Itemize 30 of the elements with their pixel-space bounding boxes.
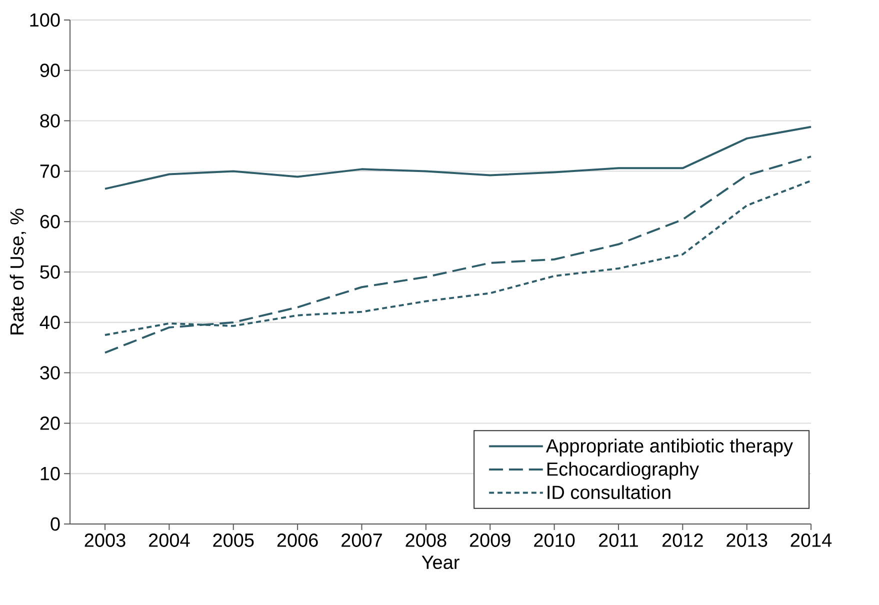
x-tick-label: 2010 xyxy=(534,533,575,547)
y-tick-label: 30 xyxy=(40,366,60,380)
y-tick-label: 100 xyxy=(30,13,60,27)
y-tick-label: 0 xyxy=(50,517,60,531)
x-tick-label: 2008 xyxy=(406,533,446,547)
x-tick-label: 2009 xyxy=(470,533,510,547)
x-tick-label: 2003 xyxy=(84,533,126,547)
y-tick-label: 40 xyxy=(40,316,60,330)
legend-label: Echocardiography xyxy=(547,462,699,480)
x-tick-label: 2005 xyxy=(213,533,254,547)
legend-label: ID consultation xyxy=(548,485,670,500)
x-tick-label: 2006 xyxy=(277,533,318,547)
line-series xyxy=(104,126,812,190)
y-tick-label: 90 xyxy=(40,64,60,78)
y-tick-label: 70 xyxy=(40,164,60,178)
x-axis-title: Year xyxy=(422,556,460,570)
y-tick-label: 50 xyxy=(40,265,60,279)
x-tick-label: 2011 xyxy=(599,533,638,547)
y-tick-label: 20 xyxy=(40,416,60,430)
x-tick-label: 2014 xyxy=(790,533,832,547)
y-axis-title: Rate of Use, % xyxy=(10,208,26,334)
y-tick-label: 10 xyxy=(40,466,60,480)
legend-label: Appropriate antibiotic therapy xyxy=(546,438,793,456)
y-tick-label: 80 xyxy=(40,114,60,128)
y-tick-label: 60 xyxy=(40,214,60,228)
x-tick-label: 2004 xyxy=(149,533,190,547)
x-tick-label: 2013 xyxy=(726,533,768,547)
x-tick-label: 2007 xyxy=(342,533,382,547)
x-tick-label: 2012 xyxy=(662,533,703,547)
line-series xyxy=(104,156,812,354)
